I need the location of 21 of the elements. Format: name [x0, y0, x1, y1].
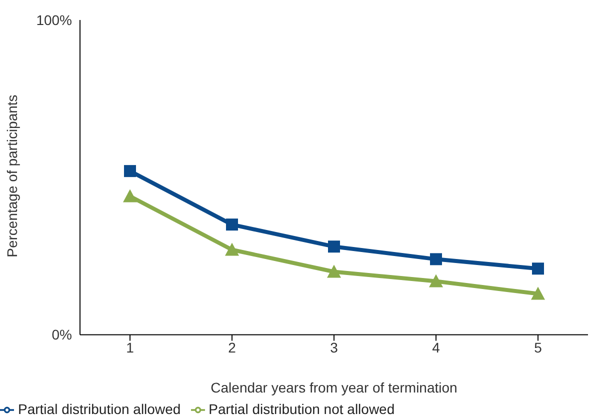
point: [429, 274, 443, 288]
x-tick-label: 2: [228, 340, 236, 356]
x-tick-label: 1: [126, 340, 134, 356]
y-tick-label: 100%: [36, 12, 72, 28]
x-tick-label: 3: [330, 340, 338, 356]
y-tick-label: 0%: [52, 326, 72, 343]
point: [430, 253, 442, 266]
x-tick-label: 5: [534, 340, 542, 356]
x-axis-title: Calendar years from year of termination: [210, 380, 458, 396]
point: [532, 262, 544, 275]
x-tick-label: 4: [432, 340, 440, 356]
y-axis-title: Percentage of participants: [4, 94, 20, 258]
point: [531, 286, 545, 300]
legend-label: Partial distribution allowed: [18, 400, 181, 417]
point: [225, 242, 239, 256]
legend-label: Partial distribution not allowed: [208, 400, 395, 417]
point: [226, 218, 238, 231]
point: [328, 240, 340, 253]
point: [327, 264, 341, 278]
point: [123, 189, 137, 202]
point: [124, 165, 136, 178]
